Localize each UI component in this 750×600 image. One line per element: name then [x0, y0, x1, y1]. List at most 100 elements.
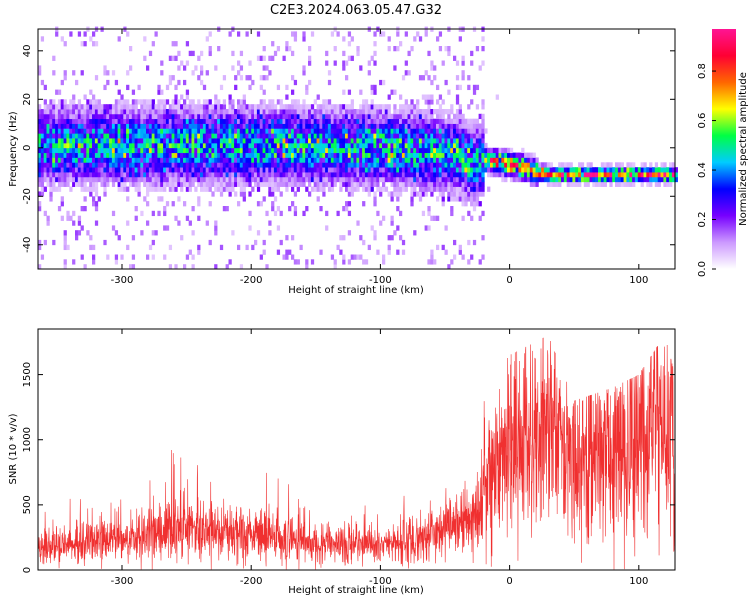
spectrogram-cell: [265, 176, 269, 183]
spectrogram-cell: [413, 142, 417, 149]
spectrogram-cell: [154, 118, 158, 124]
spectrogram-cell: [427, 94, 431, 100]
spectrogram-cell: [362, 259, 366, 265]
spectrogram-cell: [211, 123, 215, 129]
spectrogram-cell: [43, 186, 47, 192]
spectrogram-cell: [453, 162, 457, 168]
spectrogram-cell: [276, 225, 281, 231]
spectrogram-cell: [615, 172, 619, 178]
spectrogram-cell: [347, 133, 352, 139]
spectrogram-cell: [183, 172, 187, 178]
spectrogram-cell: [339, 118, 343, 124]
spectrogram-cell: [433, 157, 437, 163]
spectrogram-cell: [205, 70, 209, 76]
spectrogram-cell: [137, 128, 141, 134]
spectrogram-cell: [148, 99, 153, 105]
spectrogram-cell: [69, 147, 73, 154]
spectrogram-cell: [265, 123, 269, 129]
spectrogram-cell: [72, 259, 76, 265]
spectrogram-cell: [364, 113, 369, 120]
spectrogram-cell: [276, 84, 281, 91]
spectrogram-cell: [424, 113, 428, 120]
spectrogram-cell: [225, 118, 229, 124]
spectrogram-cell: [293, 176, 298, 183]
spectrogram-cell: [458, 196, 462, 202]
spectrogram-cell: [603, 181, 607, 187]
spectrogram-cell: [200, 142, 204, 149]
spectrogram-cell: [441, 167, 445, 173]
spectrogram-cell: [60, 118, 64, 124]
spectrogram-cell: [399, 142, 403, 149]
spectrogram-cell: [393, 113, 397, 120]
colorbar-tick-label: 0.6: [697, 113, 708, 129]
spectrogram-cell: [484, 162, 488, 168]
spectrogram-cell: [200, 113, 204, 120]
spectrogram-cell: [421, 109, 426, 115]
spectrogram-cell: [117, 167, 121, 173]
spectrogram-cell: [97, 113, 101, 120]
spectrogram-cell: [299, 142, 303, 149]
spectrogram-cell: [413, 186, 417, 192]
spectrogram-cell: [262, 55, 266, 61]
spectrogram-cell: [225, 167, 229, 173]
spectrogram-cell: [60, 215, 64, 221]
spectrogram-cell: [177, 109, 181, 115]
spectrogram-cell: [430, 191, 434, 197]
spectrogram-cell: [80, 167, 84, 173]
spectrogram-cell: [441, 244, 445, 251]
spectrogram-cell: [214, 162, 218, 168]
spectrogram-cell: [291, 235, 295, 241]
spectrogram-cell: [455, 138, 460, 144]
spectrogram-cell: [592, 181, 596, 187]
spectrogram-cell: [92, 99, 96, 105]
spectrogram-cell: [342, 60, 346, 66]
spectrogram-cell: [123, 109, 127, 115]
spectrogram-cell: [322, 162, 326, 168]
spectrogram-cell: [256, 31, 261, 37]
spectrogram-cell: [237, 172, 241, 178]
spectrogram-cell: [640, 162, 644, 168]
spectrogram-cell: [234, 133, 238, 139]
spectrogram-cell: [234, 84, 238, 91]
spectrogram-cell: [603, 167, 607, 173]
spectrogram-cell: [580, 162, 585, 168]
spectrogram-cell: [72, 157, 76, 163]
spectrogram-cell: [492, 172, 497, 178]
spectrogram-cell: [129, 46, 133, 52]
spectrogram-cell: [393, 138, 397, 144]
spectrogram-cell: [57, 128, 62, 134]
spectrogram-cell: [313, 157, 317, 163]
spectrogram-cell: [390, 147, 394, 154]
spectrogram-cell: [387, 244, 391, 251]
spectrogram-cell: [299, 138, 303, 144]
spectrogram-cell: [222, 123, 227, 129]
spectrogram-cell: [404, 113, 408, 120]
spectrogram-cell: [455, 142, 460, 149]
spectrogram-cell: [197, 162, 201, 168]
spectrogram-cell: [436, 152, 440, 158]
spectrogram-cell: [171, 142, 175, 149]
spectrogram-cell: [126, 113, 130, 120]
spectrogram-cell: [171, 133, 175, 139]
spectrogram-cell: [387, 147, 391, 154]
spectrogram-cell: [373, 147, 377, 154]
spectrogram-cell: [342, 133, 346, 139]
spectrogram-cell: [413, 191, 417, 197]
spectrogram-cell: [509, 157, 514, 163]
spectrogram-cell: [219, 157, 224, 163]
spectrogram-cell: [103, 176, 107, 183]
spectrogram-cell: [94, 162, 99, 168]
spectrogram-cell: [421, 75, 426, 81]
spectrogram-cell: [313, 109, 317, 115]
spectrogram-cell: [470, 152, 474, 158]
spectrogram-cell: [364, 176, 369, 183]
y-tick-label: 500: [22, 495, 33, 514]
spectrogram-cell: [63, 235, 67, 241]
spectrogram-cell: [612, 172, 616, 178]
spectrogram-cell: [265, 152, 269, 158]
spectrogram-cell: [188, 118, 192, 124]
spectrogram-cell: [268, 133, 272, 139]
spectrogram-cell: [251, 142, 255, 149]
spectrogram-cell: [433, 138, 437, 144]
spectrogram-cell: [310, 123, 315, 129]
